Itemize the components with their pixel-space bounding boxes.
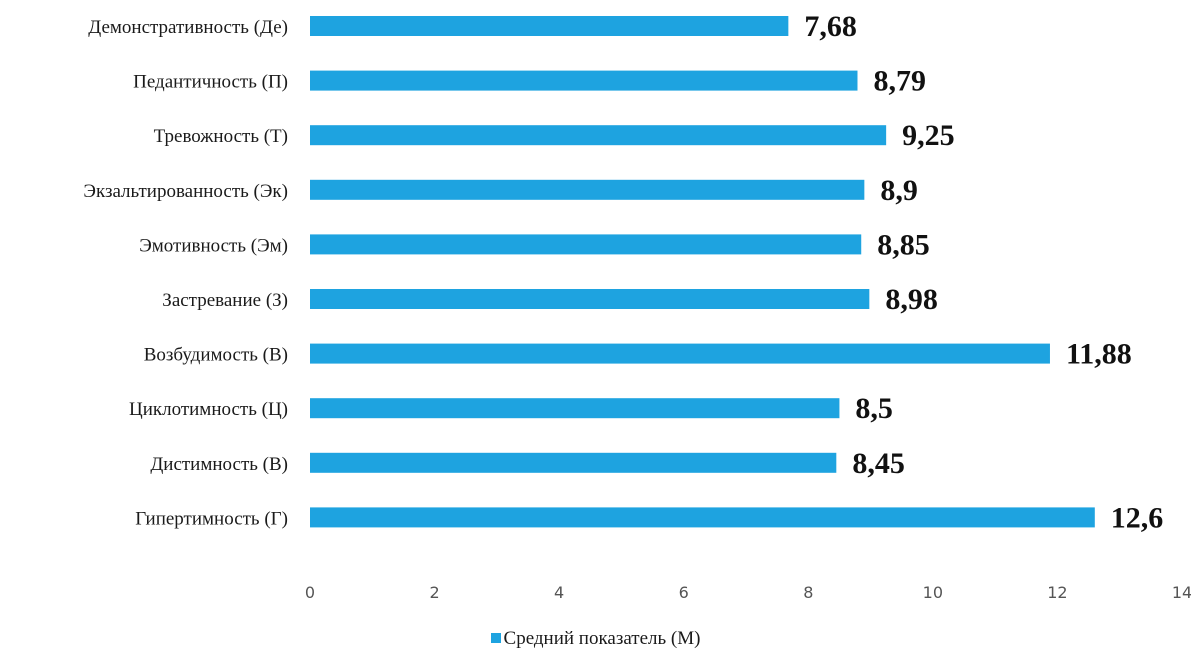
bar [310,343,1050,364]
bar [310,398,840,419]
category-label: Эмотивность (Эм) [139,235,288,256]
category-label: Тревожность (Т) [154,126,288,147]
bar [310,289,870,309]
value-label: 8,45 [852,447,905,480]
bar [310,234,862,255]
value-label: 8,79 [873,65,926,98]
category-label: Педантичность (П) [133,72,288,93]
value-labels: 7,68 8,79 9,25 8,9 8,85 8,98 11,88 8,5 8,45 12,6 [804,10,1163,534]
x-tick-label: 2 [429,583,439,602]
x-tick-label: 6 [679,583,689,602]
value-label: 9,25 [902,119,955,152]
x-tick-label: 14 [1172,583,1191,602]
bars-group [310,16,1095,528]
value-label: 8,98 [885,283,938,316]
category-label: Возбудимость (В) [144,345,288,366]
legend-swatch [490,633,501,643]
x-tick-label: 10 [923,583,943,602]
category-label: Застревание (З) [162,290,288,311]
value-label: 8,9 [880,174,918,207]
value-label: 8,85 [877,228,930,261]
legend: Средний показатель (М) [0,628,1191,650]
legend-label: Средний показатель (М) [503,628,701,649]
x-tick-label: 8 [803,583,813,602]
bar [310,16,789,36]
value-label: 8,5 [855,392,893,425]
bar [310,70,858,91]
value-label: 12,6 [1111,501,1164,534]
category-label: Экзальтированность (Эк) [83,181,288,202]
category-label: Демонстративность (Де) [88,17,288,38]
bar [310,125,887,146]
value-label: 7,68 [804,10,857,43]
x-tick-label: 12 [1047,583,1067,602]
bar [310,507,1095,528]
category-label: Гипертимность (Г) [135,508,288,529]
category-labels: Демонстративность (Де) Педантичность (П) Т… [83,17,288,529]
x-tick-label: 0 [305,583,315,602]
value-label: 11,88 [1066,338,1132,371]
category-label: Дистимность (В) [150,454,288,475]
bar [310,452,837,473]
x-tick-label: 4 [554,583,564,602]
bar [310,179,865,200]
category-label: Циклотимность (Ц) [129,399,288,420]
x-axis-ticks: 0 2 4 6 8 10 12 14 [305,583,1191,602]
